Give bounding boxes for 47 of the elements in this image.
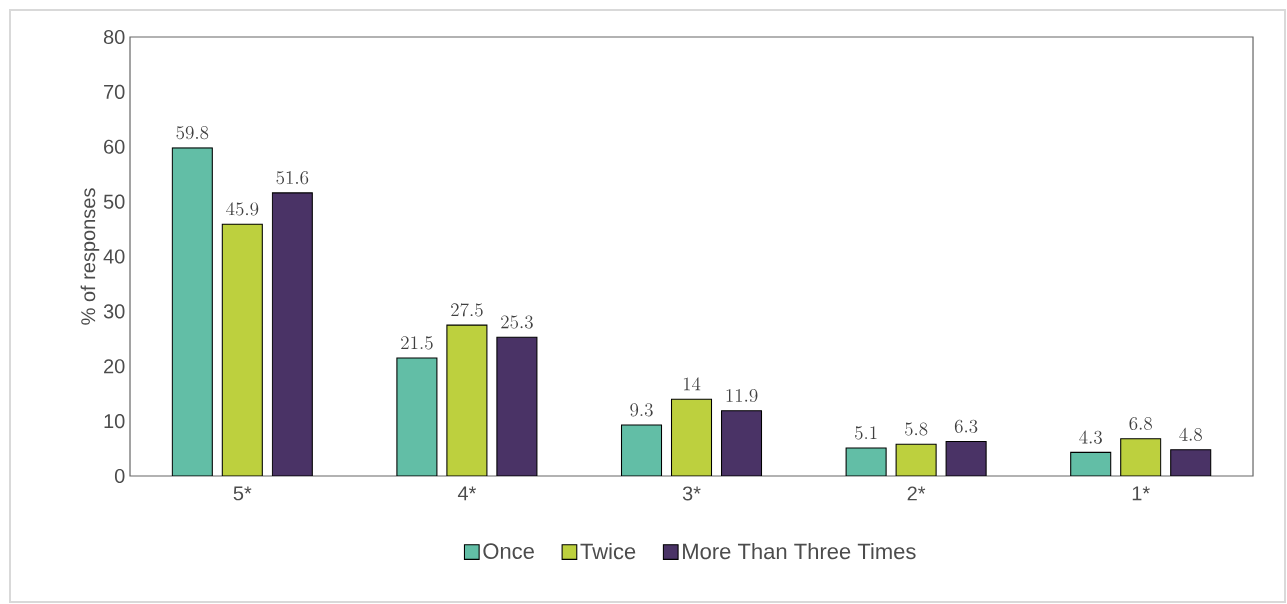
data-label: 45.9	[226, 202, 259, 216]
x-tick-label: 3*	[682, 486, 701, 501]
y-tick-label: 80	[103, 29, 125, 45]
data-label: 59.8	[176, 126, 209, 140]
y-tick-label: 0	[114, 468, 125, 484]
bar	[446, 324, 488, 476]
legend-label: Once	[483, 543, 534, 559]
y-tick-label: 20	[104, 359, 125, 374]
data-label: 5.8	[905, 422, 928, 436]
bar	[271, 192, 313, 476]
data-label: 5. 1	[855, 426, 877, 440]
y-tick-label: 30	[103, 304, 125, 319]
bar	[670, 398, 713, 476]
bar	[1070, 451, 1112, 476]
bar	[1170, 449, 1212, 476]
x-tick-label: 4*	[457, 486, 477, 501]
data-label: 14	[683, 377, 701, 391]
y-axis-title: % of responses	[80, 188, 100, 325]
x-tick-label: 5*	[233, 486, 252, 501]
y-tick-label: 10	[104, 414, 125, 429]
bar	[895, 443, 937, 476]
legend-label: More Than Three Times	[683, 543, 916, 560]
bar	[171, 147, 213, 476]
bar	[945, 440, 987, 476]
data-label: 4.8	[1179, 427, 1202, 442]
legend-label: Twice	[580, 543, 636, 560]
data-label: 6.3	[954, 419, 978, 433]
data-label: 51 .6	[276, 171, 309, 185]
bar	[720, 410, 763, 476]
y-tick-label: 40	[103, 249, 125, 264]
y-tick-label: 70	[104, 84, 125, 99]
data-label: 25.3	[501, 315, 533, 329]
bar	[221, 223, 263, 476]
data-label: 21 .5	[401, 336, 433, 350]
bar	[620, 424, 663, 476]
x-tick-label: 2*	[907, 486, 926, 501]
data-label: 11 .9	[726, 388, 758, 403]
data-label: 6.8	[1129, 416, 1152, 431]
y-tick-label: 60	[104, 139, 125, 154]
data-label: 27.5	[451, 303, 483, 317]
y-tick-label: 50	[103, 194, 125, 209]
data-label: 4.3	[1079, 430, 1102, 444]
bar	[396, 357, 438, 476]
bar	[1120, 438, 1162, 476]
bar	[496, 336, 538, 476]
x-tick-label: 1*	[1132, 486, 1150, 501]
data-label: 9.3	[630, 403, 653, 417]
